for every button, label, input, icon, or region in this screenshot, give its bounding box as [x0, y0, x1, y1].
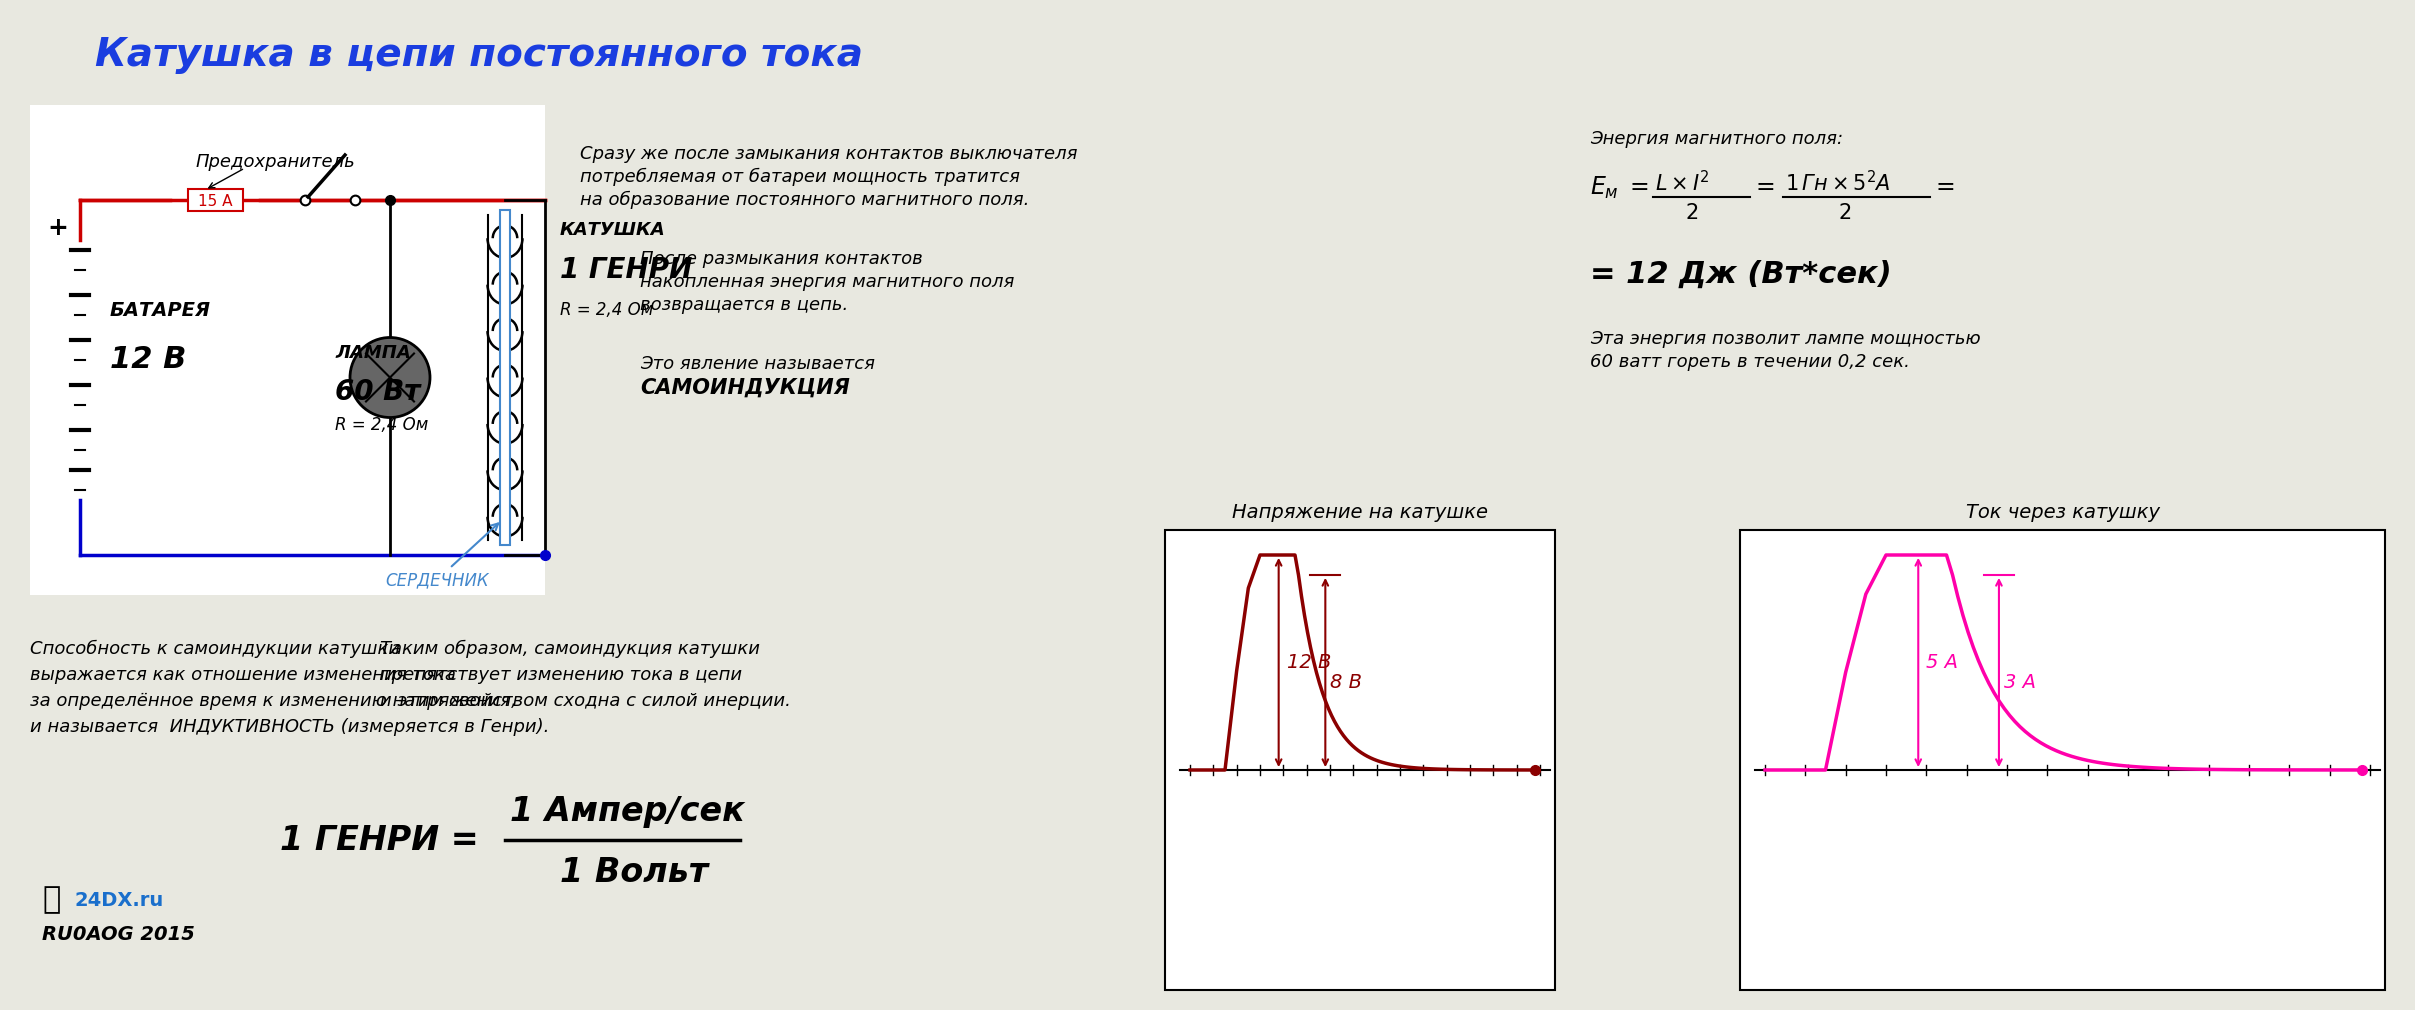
Text: 60 Вт: 60 Вт [336, 379, 420, 406]
Text: 1 Вольт: 1 Вольт [560, 855, 708, 889]
Text: +: + [48, 216, 68, 240]
Text: = 12 Дж (Вт*сек): = 12 Дж (Вт*сек) [1589, 260, 1891, 289]
Text: Сразу же после замыкания контактов выключателя: Сразу же после замыкания контактов выклю… [580, 145, 1077, 163]
Bar [29, 105, 546, 595]
Text: 🌐: 🌐 [41, 886, 60, 914]
Text: Таким образом, самоиндукция катушки: Таким образом, самоиндукция катушки [379, 640, 761, 659]
Text: R = 2,4 Ом: R = 2,4 Ом [560, 301, 652, 319]
Text: R = 2,4 Ом: R = 2,4 Ом [336, 416, 427, 434]
Text: 1 Ампер/сек: 1 Ампер/сек [510, 796, 744, 828]
Text: $E_м$: $E_м$ [1589, 175, 1618, 201]
Text: После размыкания контактов: После размыкания контактов [640, 250, 923, 268]
Text: Ток через катушку: Ток через катушку [1966, 503, 2159, 521]
Text: за определённое время к изменению напряжения,: за определённое время к изменению напряж… [29, 692, 517, 710]
Text: RU0AOG 2015: RU0AOG 2015 [41, 925, 196, 944]
Text: и называется  ИНДУКТИВНОСТЬ (измеряется в Генри).: и называется ИНДУКТИВНОСТЬ (измеряется в… [29, 718, 548, 736]
Text: СЕРДЕЧНИК: СЕРДЕЧНИК [384, 523, 497, 589]
Text: возвращается в цепь.: возвращается в цепь. [640, 296, 848, 314]
Text: выражается как отношение изменения тока: выражается как отношение изменения тока [29, 666, 456, 684]
Text: Предохранитель: Предохранитель [196, 153, 355, 171]
Text: 12 В: 12 В [111, 345, 186, 375]
Text: 24DX.ru: 24DX.ru [75, 891, 164, 909]
Text: КАТУШКА: КАТУШКА [560, 221, 667, 239]
Text: Энергия магнитного поля:: Энергия магнитного поля: [1589, 130, 1843, 148]
Text: $1\,Гн \times 5^2 А$: $1\,Гн \times 5^2 А$ [1785, 170, 1891, 195]
Text: 12 В: 12 В [1287, 653, 1331, 672]
Text: Эта энергия позволит лампе мощностью: Эта энергия позволит лампе мощностью [1589, 330, 1980, 348]
Circle shape [350, 337, 430, 417]
Text: САМОИНДУКЦИЯ: САМОИНДУКЦИЯ [640, 378, 850, 398]
Text: и этим свойством сходна с силой инерции.: и этим свойством сходна с силой инерции. [379, 692, 790, 710]
Bar [500, 210, 510, 545]
Text: 1 ГЕНРИ =: 1 ГЕНРИ = [280, 823, 478, 856]
Text: 3 А: 3 А [2004, 673, 2036, 692]
Text: =: = [1756, 175, 1775, 199]
Text: 2: 2 [1838, 203, 1852, 223]
Text: препятствует изменению тока в цепи: препятствует изменению тока в цепи [379, 666, 741, 684]
Text: Напряжение на катушке: Напряжение на катушке [1232, 503, 1488, 521]
Text: 8 В: 8 В [1331, 673, 1362, 692]
Text: накопленная энергия магнитного поля: накопленная энергия магнитного поля [640, 273, 1014, 291]
Text: потребляемая от батареи мощность тратится: потребляемая от батареи мощность тратитс… [580, 168, 1019, 186]
Text: Катушка в цепи постоянного тока: Катушка в цепи постоянного тока [94, 36, 862, 74]
Bar [1739, 530, 2386, 990]
Text: Это явление называется: Это явление называется [640, 355, 874, 373]
Text: 60 ватт гореть в течении 0,2 сек.: 60 ватт гореть в течении 0,2 сек. [1589, 354, 1910, 371]
Text: 5 А: 5 А [1927, 653, 1959, 672]
Text: на образование постоянного магнитного поля.: на образование постоянного магнитного по… [580, 191, 1029, 209]
Text: $L \times I^2$: $L \times I^2$ [1654, 170, 1710, 195]
Bar [1164, 530, 1555, 990]
Text: =: = [1934, 175, 1954, 199]
Text: =: = [1630, 175, 1649, 199]
Text: 15 А: 15 А [198, 195, 232, 209]
Text: ЛАМПА: ЛАМПА [336, 343, 411, 362]
Text: Способность к самоиндукции катушки: Способность к самоиндукции катушки [29, 640, 401, 659]
Text: 2: 2 [1686, 203, 1698, 223]
Text: 1 ГЕНРИ: 1 ГЕНРИ [560, 256, 693, 284]
Text: БАТАРЕЯ: БАТАРЕЯ [111, 301, 210, 319]
Bar [188, 189, 244, 211]
